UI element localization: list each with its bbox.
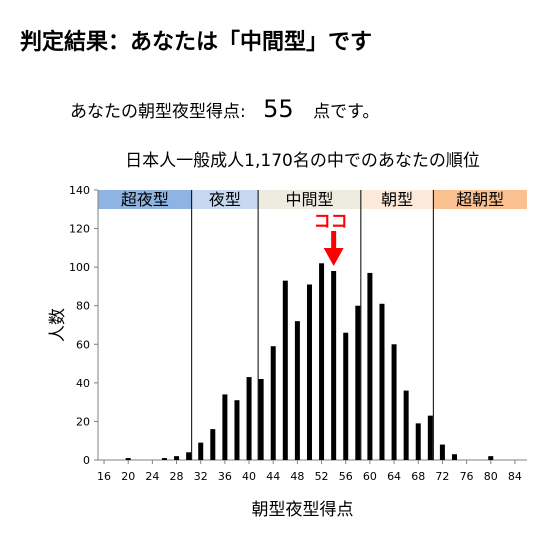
category-label-2: 中間型 <box>285 190 333 209</box>
y-tick-label: 20 <box>76 415 90 428</box>
overlay: ココ <box>191 190 434 460</box>
axes: 0 20 40 60 80 100 120 140 16 20 24 28 32 36 40 44 48 52 56… <box>69 184 527 483</box>
category-band-4 <box>433 190 527 209</box>
marker-arrow-head <box>323 248 344 266</box>
bar-42 <box>258 379 264 460</box>
x-tick-label: 72 <box>435 470 449 483</box>
bar-54 <box>331 271 337 460</box>
bar-40 <box>246 377 252 460</box>
x-tick-label: 60 <box>363 470 377 483</box>
bar-74 <box>451 454 457 460</box>
category-band-1 <box>191 190 259 209</box>
chart-title: 日本人一般成人1,170名の中でのあなたの順位 <box>125 151 480 171</box>
y-tick-label: 140 <box>69 184 90 197</box>
y-tick-label: 60 <box>76 338 90 351</box>
y-tick-label: 0 <box>83 454 90 467</box>
x-tick-label: 16 <box>97 470 111 483</box>
x-tick-label: 64 <box>387 470 401 483</box>
bar-20 <box>125 458 131 460</box>
bar-50 <box>306 284 312 460</box>
x-tick-label: 56 <box>339 470 353 483</box>
bars <box>125 263 494 460</box>
bar-46 <box>282 280 288 460</box>
x-tick-label: 32 <box>194 470 208 483</box>
category-label-4: 超朝型 <box>456 190 504 209</box>
category-label-1: 夜型 <box>209 190 241 209</box>
bar-70 <box>427 415 433 460</box>
x-tick-label: 40 <box>242 470 256 483</box>
score-prefix: あなたの朝型夜型得点: <box>70 102 246 122</box>
bar-44 <box>270 346 276 460</box>
x-tick-label: 36 <box>218 470 232 483</box>
x-tick-label: 52 <box>315 470 329 483</box>
bar-36 <box>222 394 228 460</box>
x-tick-label: 44 <box>266 470 280 483</box>
bar-34 <box>210 429 216 460</box>
x-tick-label: 76 <box>460 470 474 483</box>
category-label-3: 朝型 <box>381 190 413 209</box>
x-tick-label: 84 <box>508 470 522 483</box>
y-tick-label: 100 <box>69 261 90 274</box>
x-axis-label: 朝型夜型得点 <box>252 500 354 520</box>
marker-arrow-shaft <box>331 231 337 251</box>
bar-60 <box>367 272 373 460</box>
bar-30 <box>186 452 192 460</box>
bar-28 <box>174 456 180 460</box>
marker-label: ココ <box>314 212 348 232</box>
result-title: 判定結果：あなたは「中間型」です <box>20 30 373 55</box>
category-label-0: 超夜型 <box>121 190 169 209</box>
bar-80 <box>488 456 494 460</box>
bar-52 <box>319 263 325 460</box>
bar-66 <box>403 390 409 460</box>
bar-64 <box>391 344 397 460</box>
x-tick-label: 68 <box>411 470 425 483</box>
y-tick-label: 120 <box>69 223 90 236</box>
bar-48 <box>294 321 300 460</box>
x-tick-label: 28 <box>170 470 184 483</box>
x-tick-label: 48 <box>290 470 304 483</box>
bar-38 <box>234 400 240 460</box>
y-tick-label: 80 <box>76 300 90 313</box>
x-tick-label: 20 <box>121 470 135 483</box>
x-tick-label: 24 <box>145 470 159 483</box>
y-axis-label: 人数 <box>48 308 68 342</box>
category-band-3 <box>360 190 434 209</box>
bar-26 <box>161 458 167 460</box>
bar-56 <box>343 332 349 460</box>
bar-58 <box>355 305 361 460</box>
score-value: 55 <box>263 95 294 123</box>
category-bands: 超夜型 夜型 中間型 朝型 超朝型 <box>98 190 527 209</box>
bar-32 <box>198 442 204 460</box>
category-band-2 <box>258 190 361 209</box>
bar-68 <box>415 423 421 460</box>
bar-62 <box>379 303 385 460</box>
score-line: あなたの朝型夜型得点: 55 点です。 <box>70 95 379 123</box>
score-suffix: 点です。 <box>313 102 380 122</box>
x-tick-label: 80 <box>484 470 498 483</box>
category-band-0 <box>98 190 192 209</box>
y-tick-label: 40 <box>76 377 90 390</box>
bar-72 <box>439 444 445 460</box>
